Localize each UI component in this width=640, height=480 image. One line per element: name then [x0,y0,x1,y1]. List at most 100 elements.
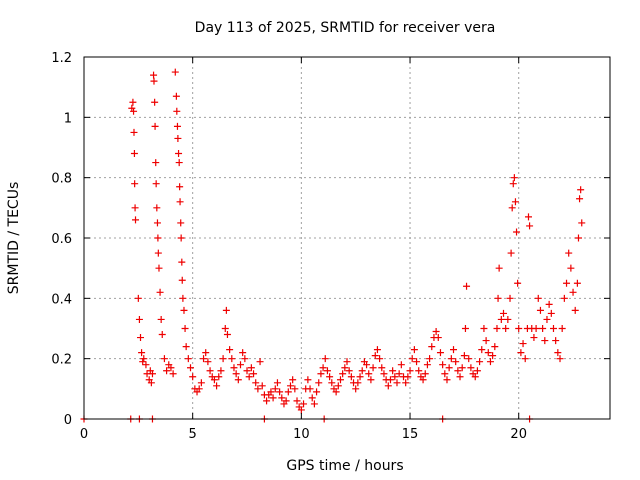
y-tick-label: 0.4 [51,292,72,307]
data-point [514,279,522,287]
data-point [447,355,455,363]
data-point [171,68,179,76]
data-point [271,385,279,393]
data-point [297,406,305,414]
data-point [210,376,218,384]
data-point [441,370,449,378]
data-point [491,343,499,351]
data-point [173,122,181,130]
data-point [463,282,471,290]
data-point [158,331,166,339]
data-point [404,373,412,381]
data-point [517,349,525,357]
data-point [189,373,197,381]
data-point [380,370,388,378]
data-point [151,122,159,130]
data-point [363,361,371,369]
data-point [243,367,251,375]
data-point [308,394,316,402]
data-point [513,228,521,236]
data-point [175,159,183,167]
y-tick-label: 0.6 [51,232,72,247]
data-points [80,68,586,423]
data-point [153,219,161,227]
data-point [204,358,212,366]
data-point [150,71,158,79]
data-point [221,325,229,332]
data-point [406,367,414,375]
data-point [217,367,225,375]
data-point [560,294,568,302]
data-point [378,364,386,372]
data-point [408,355,416,363]
data-point [315,379,323,387]
data-point [326,373,334,381]
data-point [154,234,162,242]
data-point [137,334,145,342]
data-point [567,264,575,272]
data-point [391,373,399,381]
data-point [367,376,375,384]
data-point [153,204,161,212]
data-point [421,370,429,378]
data-point [310,400,318,408]
data-point [511,198,519,206]
data-point [256,358,264,366]
data-point [129,98,137,106]
data-point [140,355,148,363]
data-point [332,388,340,396]
data-point [222,306,230,314]
data-point [230,364,238,372]
data-point [532,325,540,332]
data-point [156,288,164,296]
data-point [284,388,292,396]
data-point [371,352,379,360]
data-point [177,234,185,242]
grid-lines [84,57,610,419]
data-point [521,355,529,363]
data-point [413,358,421,366]
data-point [236,361,244,369]
data-point [179,294,187,302]
data-point [345,367,353,375]
data-point [163,367,171,375]
data-point [181,325,189,332]
data-point [213,382,221,390]
data-point [273,379,281,387]
data-point [354,379,362,387]
data-point [343,358,351,366]
data-point [461,325,469,332]
data-point [369,364,377,372]
data-point [176,198,184,206]
data-point [131,180,139,188]
chart-title: Day 113 of 2025, SRMTID for receiver ver… [195,20,496,36]
data-point [352,385,360,393]
data-point [445,364,453,372]
data-point [456,373,464,381]
data-point [508,204,516,212]
data-point [573,279,581,287]
data-point [247,364,255,372]
data-point [574,234,582,242]
x-tick-label: 5 [189,427,197,442]
data-point [563,279,571,287]
data-point [515,325,523,332]
data-point [202,349,210,357]
data-point [263,397,271,405]
data-point [541,337,549,345]
data-point [175,150,183,158]
data-point [443,376,451,384]
data-point [252,379,260,387]
data-point [306,385,314,393]
y-tick-label: 1.2 [51,51,72,66]
data-point [434,334,442,342]
data-point [245,373,253,381]
data-point [321,355,329,363]
data-point [250,370,258,378]
data-point [397,361,405,369]
data-point [173,107,181,115]
data-point [569,288,577,296]
data-point [317,370,325,378]
y-tick-label: 1 [64,111,72,126]
